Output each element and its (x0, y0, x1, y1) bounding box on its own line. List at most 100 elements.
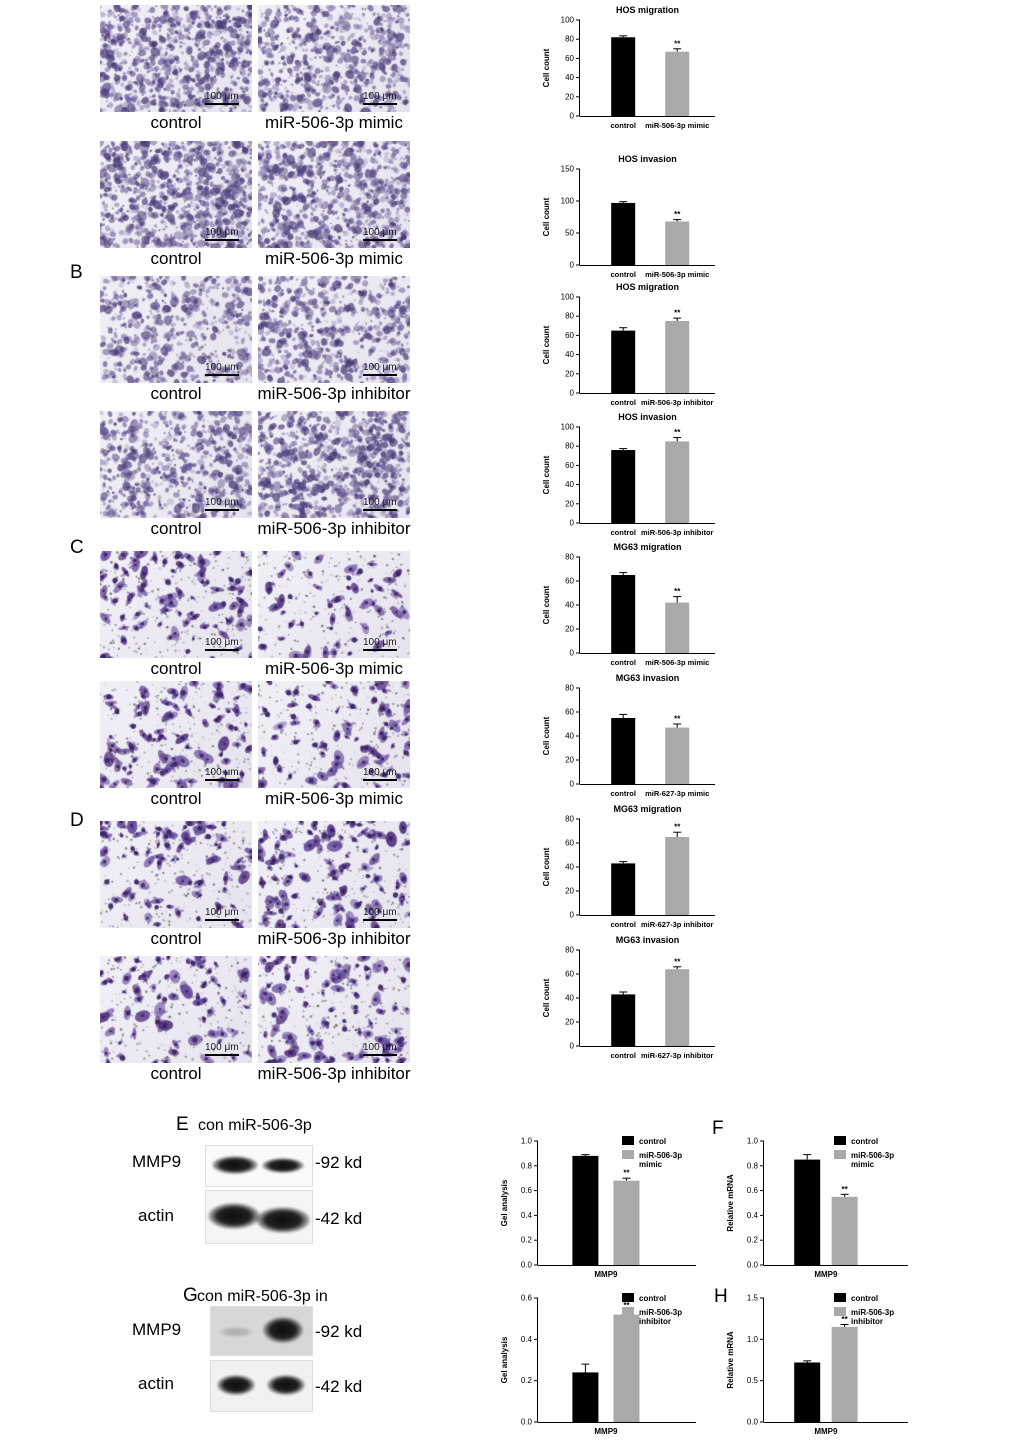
micrograph-control (100, 411, 252, 518)
svg-text:80: 80 (565, 684, 574, 693)
blot-lane-header: con miR-506-3p in (197, 1288, 328, 1305)
svg-text:**: ** (623, 1301, 630, 1310)
svg-text:1.0: 1.0 (747, 1137, 759, 1146)
svg-text:0.8: 0.8 (521, 1161, 533, 1170)
svg-text:1.5: 1.5 (747, 1294, 759, 1303)
svg-text:60: 60 (565, 577, 574, 586)
svg-text:miR-506-3p: miR-506-3p (851, 1151, 894, 1160)
blot-band (208, 1203, 260, 1229)
svg-text:40: 40 (565, 732, 574, 741)
svg-text:**: ** (623, 1169, 630, 1178)
micrograph-caption: miR-506-3p mimic (265, 249, 403, 268)
svg-text:1.0: 1.0 (747, 1335, 759, 1344)
svg-text:0.0: 0.0 (747, 1418, 759, 1427)
micrograph-caption: miR-506-3p inhibitor (257, 519, 411, 538)
svg-text:40: 40 (565, 350, 574, 359)
svg-text:60: 60 (565, 461, 574, 470)
svg-text:inhibitor: inhibitor (851, 1317, 883, 1326)
svg-text:0.2: 0.2 (747, 1236, 759, 1245)
svg-text:Relative mRNA: Relative mRNA (726, 1174, 735, 1232)
svg-text:MMP9: MMP9 (594, 1427, 618, 1436)
svg-text:40: 40 (565, 994, 574, 1003)
micrograph-caption: control (150, 249, 202, 268)
svg-text:150: 150 (561, 165, 575, 174)
svg-text:**: ** (674, 957, 681, 966)
svg-text:miR-506-3p: miR-506-3p (639, 1308, 682, 1317)
western-blot-actin (210, 1360, 313, 1412)
svg-text:**: ** (674, 309, 681, 318)
svg-text:Relative mRNA: Relative mRNA (726, 1331, 735, 1389)
micrograph-row: 100 μm 100 μm control miR-506-3p inhibit… (100, 411, 418, 546)
svg-text:0: 0 (570, 112, 575, 121)
svg-text:0.4: 0.4 (747, 1211, 759, 1220)
svg-text:MG63 migration: MG63 migration (613, 542, 681, 552)
panel-letter-c: C (70, 537, 84, 558)
svg-text:Cell count: Cell count (542, 716, 551, 755)
micrograph-treatment (258, 681, 410, 788)
svg-text:MG63 invasion: MG63 invasion (616, 673, 680, 683)
scale-bar-label: 100 μm (363, 767, 397, 781)
blot-band (217, 1375, 255, 1395)
chart-svg: 0 50 100 150 HOS invasion Cell count ** control… (542, 154, 715, 279)
micrograph-treatment (258, 276, 410, 383)
svg-text:**: ** (674, 715, 681, 724)
svg-text:0.0: 0.0 (747, 1261, 759, 1270)
micrograph-treatment (258, 411, 410, 518)
svg-text:HOS migration: HOS migration (616, 5, 679, 15)
svg-text:0: 0 (570, 261, 575, 270)
micrograph-row: 100 μm 100 μm control miR-506-3p mimic (100, 681, 418, 816)
scale-bar-label: 100 μm (205, 637, 239, 651)
svg-text:MG63 invasion: MG63 invasion (616, 935, 680, 945)
svg-text:mimic: mimic (639, 1160, 663, 1169)
chart-svg: 0 20 40 60 80 100 HOS invasion Cell count ** cont… (542, 412, 715, 537)
micrograph-caption: control (150, 789, 202, 808)
svg-text:control: control (851, 1137, 878, 1146)
blot-protein-label: MMP9 (132, 1152, 182, 1171)
micrograph-caption: control (150, 929, 202, 948)
blot-lane-header: con miR-506-3p (198, 1117, 312, 1134)
svg-text:0.0: 0.0 (521, 1418, 533, 1427)
svg-text:0: 0 (570, 649, 575, 658)
svg-text:Gel analysis: Gel analysis (500, 1336, 509, 1383)
chart-svg: 0 20 40 60 80 MG63 migration Cell count ** contr… (542, 804, 715, 929)
svg-text:60: 60 (565, 54, 574, 63)
micrograph-control (100, 276, 252, 383)
svg-text:control: control (639, 1294, 666, 1303)
micrograph-row: 100 μm 100 μm control miR-506-3p inhibit… (100, 276, 418, 411)
svg-text:Cell count: Cell count (542, 585, 551, 624)
micrograph-caption: control (150, 1064, 202, 1083)
svg-text:MG63 migration: MG63 migration (613, 804, 681, 814)
blot-band (256, 1207, 310, 1233)
svg-text:60: 60 (565, 839, 574, 848)
svg-text:0.4: 0.4 (521, 1211, 533, 1220)
micrograph-caption: control (150, 384, 202, 403)
svg-text:control: control (610, 920, 635, 929)
micrograph-treatment (258, 821, 410, 928)
micrograph-control (100, 551, 252, 658)
svg-text:control: control (610, 270, 635, 279)
blot-size-label: -92 kd (315, 1153, 363, 1172)
svg-text:HOS invasion: HOS invasion (618, 412, 677, 422)
chart-svg: 0 20 40 60 80 100 HOS migration Cell count ** con… (542, 5, 715, 130)
svg-text:0.8: 0.8 (747, 1161, 759, 1170)
svg-text:80: 80 (565, 553, 574, 562)
svg-text:Cell count: Cell count (542, 325, 551, 364)
svg-text:control: control (639, 1137, 666, 1146)
scale-bar-label: 100 μm (205, 91, 239, 105)
svg-text:80: 80 (565, 815, 574, 824)
chart-mg63-invasion-mimic: 0 20 40 60 80 MG63 invasion Cell count ** contro… (540, 672, 725, 810)
svg-text:Cell count: Cell count (542, 455, 551, 494)
svg-text:**: ** (674, 587, 681, 596)
svg-text:**: ** (674, 39, 681, 48)
blot-band (212, 1156, 258, 1174)
svg-text:0.4: 0.4 (521, 1335, 533, 1344)
micrograph-caption: miR-506-3p inhibitor (257, 384, 411, 403)
svg-text:0: 0 (570, 780, 575, 789)
svg-text:miR-627-3p inhibitor: miR-627-3p inhibitor (641, 1051, 714, 1060)
svg-text:0.6: 0.6 (521, 1186, 533, 1195)
panel-letter-f: F (712, 1118, 724, 1139)
scale-bar-label: 100 μm (205, 227, 239, 241)
svg-text:control: control (851, 1294, 878, 1303)
svg-text:miR-506-3p: miR-506-3p (639, 1151, 682, 1160)
chart-svg: 0.0 0.2 0.4 0.6 0.8 1.0 Relative mRNA ** MMP9 con… (726, 1136, 908, 1279)
